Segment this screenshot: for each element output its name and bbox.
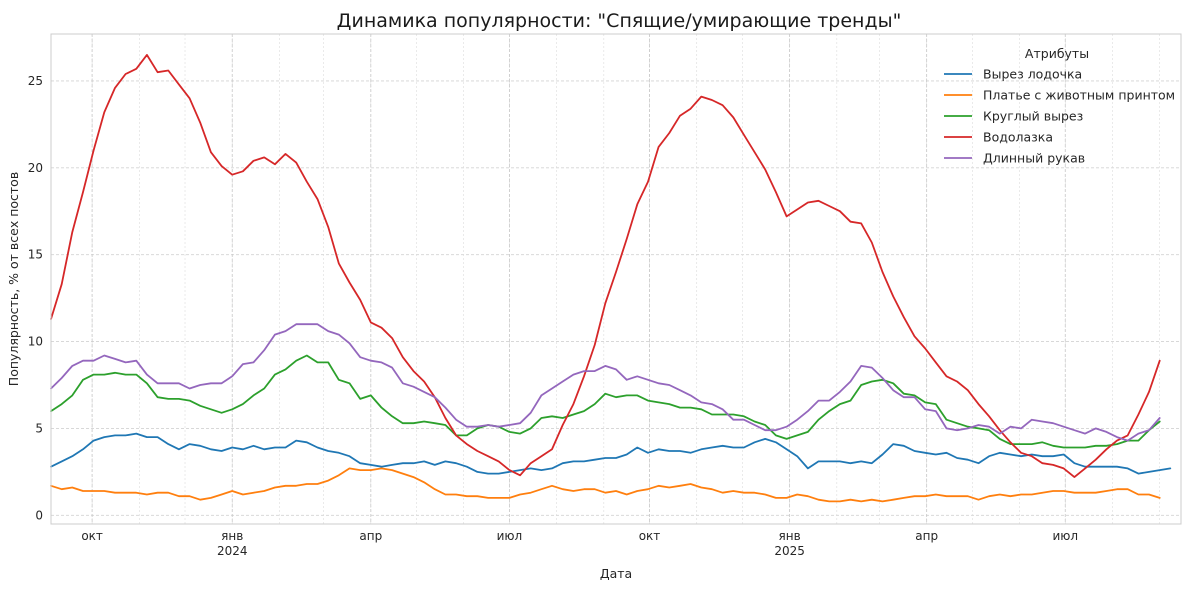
series-line-1 [50, 432, 1172, 475]
y-tick-label: 0 [35, 508, 43, 522]
series-line-3 [50, 354, 1161, 449]
grid [51, 34, 1181, 524]
plot-frame [50, 33, 1182, 525]
series-line-4 [50, 54, 1161, 479]
x-tick-year-label: 2024 [217, 544, 248, 558]
y-axis: 0 5 10 15 20 25 [28, 74, 43, 522]
x-tick-year-label: 2025 [774, 544, 805, 558]
y-tick-label: 25 [28, 74, 43, 88]
x-tick-label: окт [639, 529, 661, 543]
y-tick-label: 15 [28, 248, 43, 262]
x-tick-label: апр [915, 529, 938, 543]
y-tick-label: 20 [28, 161, 43, 175]
legend-title: Атрибуты [1025, 46, 1089, 61]
y-tick-label: 5 [35, 421, 43, 435]
y-axis-label: Популярность, % от всех постов [6, 172, 21, 386]
x-tick-label: апр [359, 529, 382, 543]
legend-items: Вырез лодочка Платье с животным принтом Кр… [944, 67, 1175, 166]
x-tick-label: окт [81, 529, 103, 543]
x-tick-label: янв [779, 529, 801, 543]
x-tick-label: июл [497, 529, 523, 543]
legend-item-label: Платье с животным принтом [983, 88, 1175, 103]
series-group [50, 54, 1172, 503]
legend-item-label: Водолазка [983, 130, 1053, 145]
x-tick-label: янв [221, 529, 243, 543]
plot-area [50, 33, 1182, 525]
legend-item-label: Круглый вырез [983, 109, 1083, 124]
legend-item-label: Вырез лодочка [983, 67, 1082, 82]
y-tick-label: 10 [28, 335, 43, 349]
x-tick-label: июл [1052, 529, 1078, 543]
series-line-5 [50, 323, 1161, 442]
legend: Атрибуты Вырез лодочка Платье с животным … [944, 46, 1175, 166]
x-axis-label: Дата [600, 566, 632, 581]
chart-title: Динамика популярности: "Спящие/умирающие… [337, 10, 902, 32]
legend-item-label: Длинный рукав [983, 151, 1085, 166]
series-line-2 [50, 467, 1161, 503]
